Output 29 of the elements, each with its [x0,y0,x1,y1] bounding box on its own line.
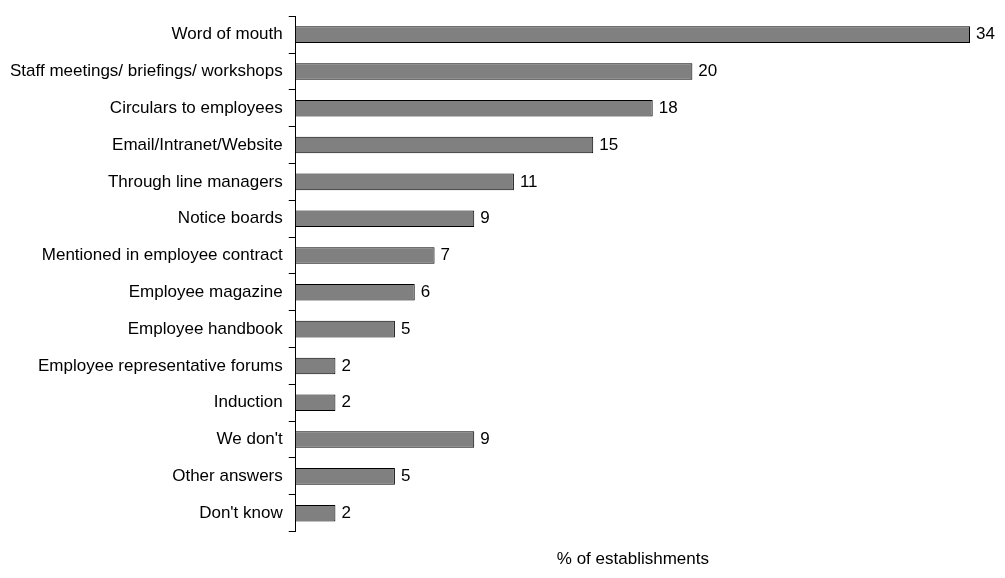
y-tick-label: Staff meetings/ briefings/ workshops [10,61,283,81]
y-tick-label: Other answers [172,466,283,486]
y-tick-label: Circulars to employees [109,97,283,117]
data-label: 5 [400,318,411,338]
data-label: 9 [480,208,490,228]
data-label: 6 [420,281,431,301]
y-tick-label: We don't [216,429,284,449]
data-label: 2 [341,502,351,522]
y-tick-label: Employee representative forums [38,355,283,375]
data-label: 34 [976,24,995,44]
data-label: 5 [400,466,411,486]
data-label: 2 [341,392,351,412]
y-tick-label: Mentioned in employee contract [41,245,284,265]
y-tick-label: Through line managers [107,171,283,191]
data-label: 15 [599,134,619,154]
data-label: 11 [519,171,538,191]
data-label: 2 [341,355,351,375]
y-tick-label: Email/Intranet/Website [112,134,283,154]
y-tick-label: Employee handbook [127,318,284,338]
y-tick-label: Don't know [199,502,284,522]
y-tick-label: Word of mouth [171,24,283,44]
y-tick-label: Notice boards [177,208,283,228]
data-label: 7 [440,245,451,265]
data-label: 20 [698,61,718,81]
data-label: 9 [480,429,490,449]
y-tick-label: Employee magazine [128,281,283,301]
y-tick-label: Induction [213,392,283,412]
x-axis-title: % of establishments [556,549,709,569]
data-label: 18 [658,97,678,117]
